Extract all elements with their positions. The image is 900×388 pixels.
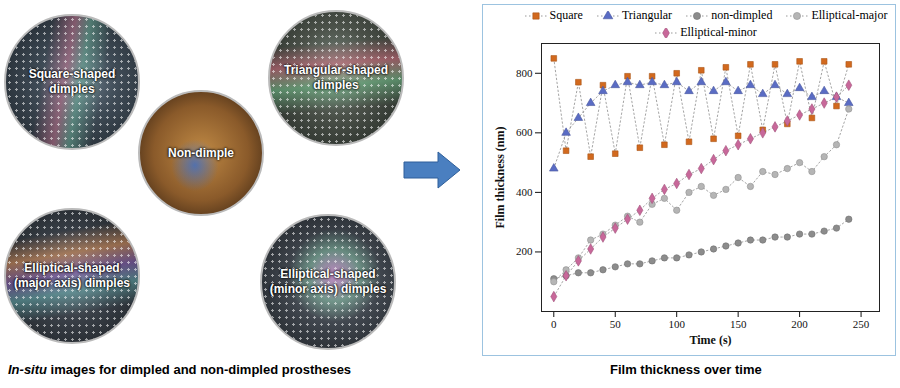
svg-text:Film thickness (nm): Film thickness (nm)	[493, 126, 507, 228]
svg-text:200: 200	[791, 318, 808, 330]
svg-text:Time (s): Time (s)	[689, 333, 731, 347]
svg-text:400: 400	[516, 186, 533, 198]
html-text:Film thickness over time: Film thickness over time	[610, 362, 762, 377]
svg-text:800: 800	[516, 67, 533, 79]
html-text:(minor axis) dimples: (minor axis) dimples	[269, 282, 387, 296]
svg-text:100: 100	[668, 318, 685, 330]
svg-text:250: 250	[853, 318, 870, 330]
html-text:Triangular-shaped: Triangular-shaped	[284, 63, 388, 77]
svg-text:50: 50	[610, 318, 622, 330]
svg-text:0: 0	[551, 318, 557, 330]
html-text:dimples: dimples	[313, 78, 359, 92]
svg-text:200: 200	[516, 245, 533, 257]
html-text:Non-dimple: Non-dimple	[168, 145, 234, 160]
html-text:Triangular: Triangular	[621, 8, 673, 22]
html-text:Elliptical-shaped: Elliptical-shaped	[280, 267, 376, 281]
html-text:Square-shaped: Square-shaped	[28, 67, 116, 81]
html-text:non-dimpled: non-dimpled	[711, 8, 773, 22]
html-text:dimples: dimples	[49, 82, 95, 96]
html-text:In-situ images for dimpled and: In-situ images for dimpled and non-dimpl…	[8, 362, 352, 377]
svg-text:600: 600	[516, 126, 533, 138]
html-text:Square: Square	[549, 8, 583, 22]
html-text:Elliptical-major: Elliptical-major	[811, 8, 888, 22]
svg-text:150: 150	[730, 318, 747, 330]
html-text:(major axis) dimples: (major axis) dimples	[14, 276, 130, 290]
html-text:Elliptical-shaped: Elliptical-shaped	[24, 261, 120, 275]
html-text:Elliptical-minor: Elliptical-minor	[680, 25, 757, 39]
